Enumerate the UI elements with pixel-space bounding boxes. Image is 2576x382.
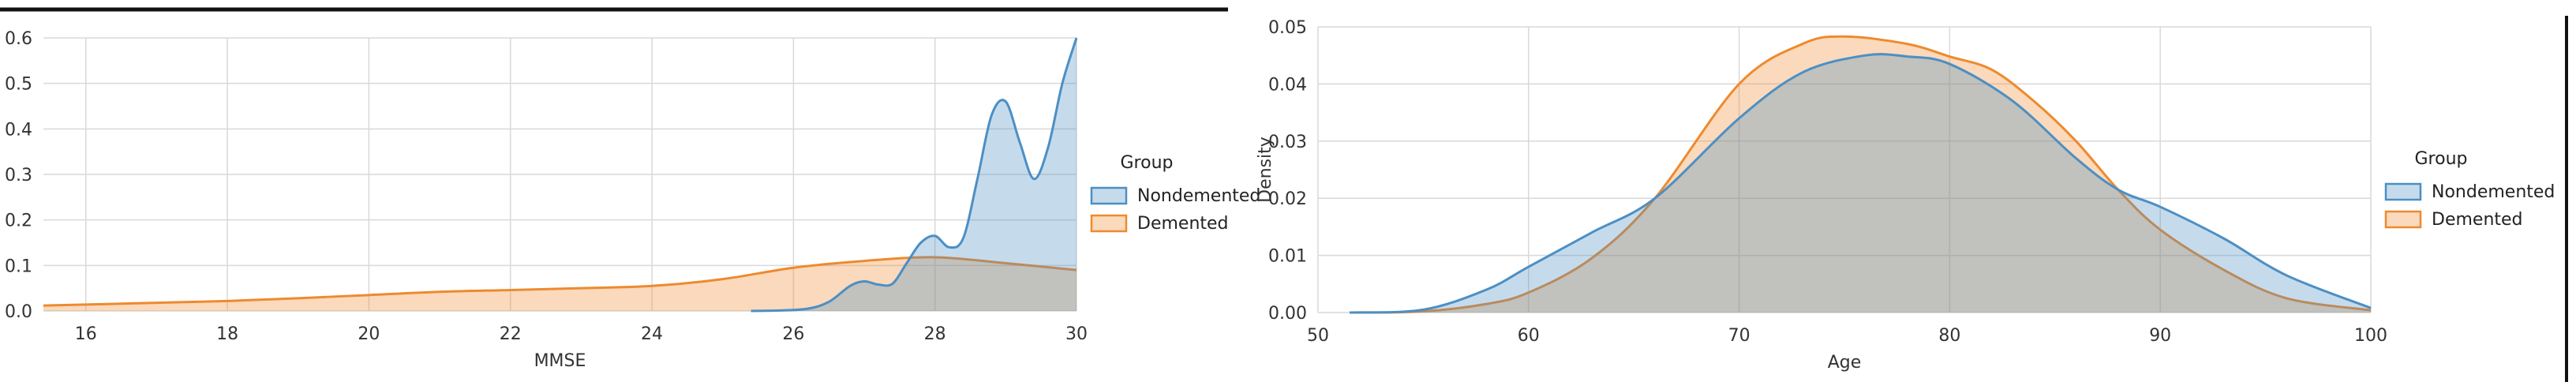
legend-swatch-demented [2384,210,2422,229]
x-axis-label: MMSE [534,351,586,371]
legend-title: Group [2415,149,2468,169]
y-tick-label: 0.2 [5,212,32,231]
density-area-nondemented [751,38,1076,311]
y-tick-label: 0.02 [1268,189,1307,209]
x-tick-label: 80 [1938,326,1960,346]
y-tick-label: 0.1 [5,257,32,276]
y-tick-label: 0.5 [5,75,32,95]
legend-entry-demented: Demented [1137,214,1229,234]
legend-swatch-demented [1090,214,1128,233]
x-tick-label: 22 [500,324,522,344]
density-area-nondemented [1350,54,2371,313]
mmse-density-chart: 16 18 20 22 24 26 28 30 0.0 0.1 0.2 0.3 0.4 0.5 0.6 MMS… [5,29,1260,371]
x-tick-label: 50 [1307,326,1329,346]
x-tick-label: 20 [358,324,380,344]
y-tick-label: 0.0 [5,302,32,322]
x-tick-label: 18 [216,324,238,344]
x-tick-label: 24 [641,324,663,344]
x-tick-label: 30 [1065,324,1088,344]
density-area-demented [43,257,1076,311]
legend-swatch-nondemented [2384,182,2422,201]
density-line-demented [1349,35,2372,314]
x-tick-label: 90 [2149,326,2171,346]
x-tick-label: 28 [924,324,946,344]
legend-entry-nondemented: Nondemented [1137,186,1260,206]
y-tick-label: 0.00 [1268,304,1307,324]
y-tick-label: 0.03 [1268,133,1307,152]
age-density-chart: 50 60 70 80 90 100 0.00 0.01 0.02 0.03 0.04 0.05 Age… [1256,18,2555,373]
x-axis-label: Age [1828,353,1862,373]
y-axis-label: Density [1256,137,1275,203]
y-tick-label: 0.4 [5,120,32,140]
y-tick-label: 0.05 [1268,18,1307,38]
legend-entry-nondemented: Nondemented [2432,182,2555,202]
y-tick-label: 0.04 [1268,75,1307,95]
density-line-demented [43,256,1077,307]
x-tick-label: 26 [782,324,804,344]
y-tick-label: 0.6 [5,29,32,49]
y-tick-label: 0.3 [5,166,32,185]
legend-swatch-nondemented [1090,186,1128,205]
density-area-demented [1350,36,2371,313]
density-line-nondemented [1349,53,2372,314]
legend: Group Nondemented Demented [1090,153,1260,234]
legend-title: Group [1121,153,1174,173]
x-tick-label: 60 [1518,326,1540,346]
legend-entry-demented: Demented [2432,210,2523,230]
y-tick-label: 0.01 [1268,247,1307,267]
density-line-nondemented [751,37,1078,313]
x-tick-label: 70 [1728,326,1750,346]
x-tick-label: 16 [75,324,97,344]
x-tick-label: 100 [2354,326,2387,346]
legend: Group Nondemented Demented [2384,149,2555,230]
